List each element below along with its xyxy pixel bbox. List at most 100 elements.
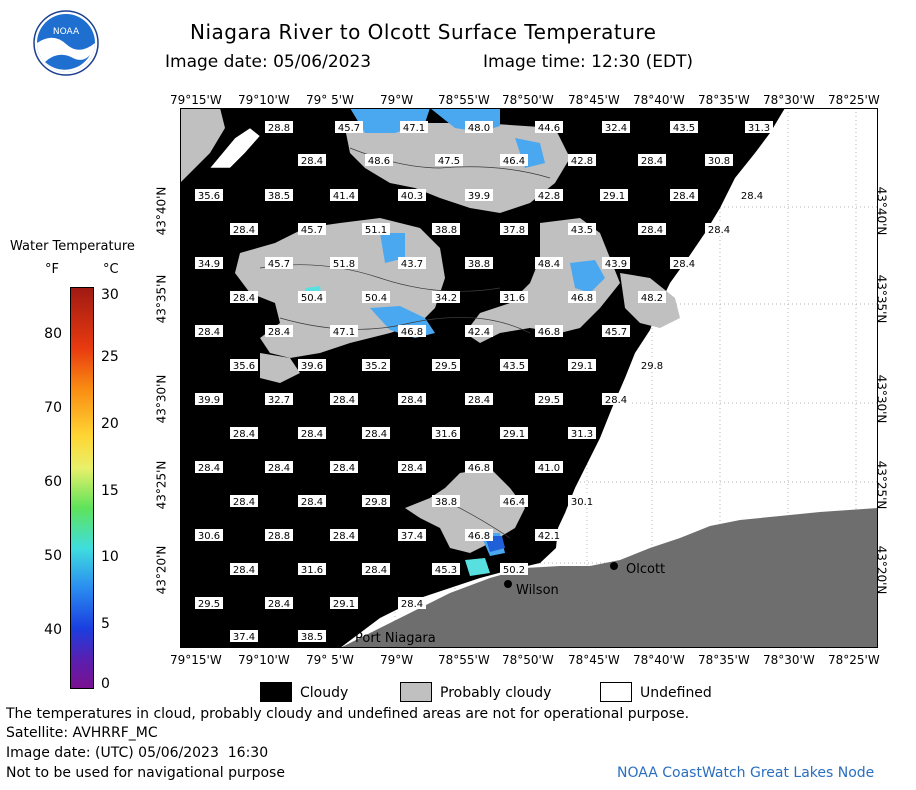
temperature-value: 45.7 bbox=[298, 223, 326, 236]
lat-tick-left: 43°25'N bbox=[154, 460, 169, 510]
temperature-value-text: 28.4 bbox=[365, 429, 387, 440]
lon-tick-top: 78°25'W bbox=[828, 93, 880, 107]
temperature-value: 30.6 bbox=[195, 529, 223, 542]
lon-tick-bottom: 79°10'W bbox=[238, 653, 290, 667]
temperature-value-text: 37.4 bbox=[233, 632, 255, 643]
lat-tick-left: 43°35'N bbox=[154, 274, 169, 324]
temperature-value: 28.4 bbox=[638, 223, 666, 236]
temperature-value-text: 42.4 bbox=[468, 327, 490, 338]
colorbar-c-tick: 0 bbox=[101, 676, 110, 692]
cyan-patch bbox=[465, 558, 490, 576]
legend-undefined-label: Undefined bbox=[640, 685, 712, 701]
lon-tick-top: 79°15'W bbox=[170, 93, 222, 107]
lon-tick-bottom: 79°W bbox=[380, 653, 414, 667]
temperature-value-text: 28.4 bbox=[268, 327, 290, 338]
colorbar-c-tick: 10 bbox=[101, 549, 119, 565]
temperature-value: 42.1 bbox=[535, 529, 563, 542]
temperature-value-text: 39.9 bbox=[198, 395, 220, 406]
temperature-value: 43.7 bbox=[398, 257, 426, 270]
temperature-value: 29.5 bbox=[535, 393, 563, 406]
temperature-value-text: 37.4 bbox=[401, 531, 423, 542]
temperature-value: 31.3 bbox=[568, 427, 596, 440]
temperature-value-text: 29.8 bbox=[365, 497, 387, 508]
temperature-value: 45.7 bbox=[265, 257, 293, 270]
temperature-value: 38.8 bbox=[465, 257, 493, 270]
temperature-value: 28.8 bbox=[265, 529, 293, 542]
colorbar-c-tick: 15 bbox=[101, 483, 119, 499]
temperature-value-text: 43.7 bbox=[401, 259, 423, 270]
temperature-value-text: 31.6 bbox=[301, 565, 323, 576]
temperature-value: 28.4 bbox=[705, 223, 733, 236]
temperature-value-text: 42.8 bbox=[538, 191, 560, 202]
temperature-value-text: 28.4 bbox=[673, 259, 695, 270]
temperature-value-text: 28.4 bbox=[641, 225, 663, 236]
lon-tick-top: 78°50'W bbox=[502, 93, 554, 107]
temperature-value: 35.6 bbox=[230, 359, 258, 372]
colorbar bbox=[70, 287, 94, 689]
temperature-value-text: 42.1 bbox=[538, 531, 560, 542]
temperature-value: 28.4 bbox=[330, 529, 358, 542]
temperature-value-text: 47.5 bbox=[438, 156, 460, 167]
temperature-value-text: 34.9 bbox=[198, 259, 220, 270]
legend-cloudy-swatch bbox=[260, 682, 292, 702]
temperature-value-text: 28.4 bbox=[233, 497, 255, 508]
temperature-value: 29.1 bbox=[330, 597, 358, 610]
temperature-value: 48.6 bbox=[365, 154, 393, 167]
colorbar-f-tick: 50 bbox=[44, 548, 62, 564]
temperature-value-text: 50.4 bbox=[365, 293, 387, 304]
temperature-value-text: 30.8 bbox=[708, 156, 730, 167]
colorbar-title: Water Temperature bbox=[10, 239, 135, 254]
colorbar-c-tick: 5 bbox=[101, 616, 110, 632]
temperature-value-text: 29.1 bbox=[333, 599, 355, 610]
temperature-value-text: 28.4 bbox=[233, 565, 255, 576]
temperature-value-text: 28.4 bbox=[198, 327, 220, 338]
lon-tick-top: 78°30'W bbox=[763, 93, 815, 107]
colorbar-f-tick: 80 bbox=[44, 326, 62, 342]
temperature-value-text: 46.8 bbox=[468, 463, 490, 474]
temperature-value: 31.3 bbox=[745, 121, 773, 134]
temperature-value: 29.1 bbox=[600, 189, 628, 202]
temperature-value: 28.4 bbox=[195, 461, 223, 474]
temperature-value: 28.4 bbox=[670, 257, 698, 270]
temperature-value-text: 28.4 bbox=[233, 293, 255, 304]
temperature-value-text: 28.4 bbox=[401, 395, 423, 406]
temperature-value-text: 31.3 bbox=[748, 123, 770, 134]
temperature-value-text: 51.1 bbox=[365, 225, 387, 236]
lon-tick-top: 79°10'W bbox=[238, 93, 290, 107]
lon-tick-top: 78°45'W bbox=[568, 93, 620, 107]
temperature-value-text: 31.6 bbox=[503, 293, 525, 304]
temperature-value: 43.5 bbox=[568, 223, 596, 236]
temperature-value-text: 28.4 bbox=[673, 191, 695, 202]
probably-cloudy-area bbox=[180, 108, 680, 553]
temperature-value: 43.5 bbox=[500, 359, 528, 372]
temperature-value: 42.8 bbox=[535, 189, 563, 202]
temperature-value: 38.5 bbox=[298, 630, 326, 643]
temperature-value-text: 32.7 bbox=[268, 395, 290, 406]
lon-tick-top: 78°35'W bbox=[698, 93, 750, 107]
lat-tick-left: 43°30'N bbox=[154, 374, 169, 424]
temperature-value-text: 35.6 bbox=[233, 361, 255, 372]
temperature-value: 48.0 bbox=[465, 121, 493, 134]
temperature-value: 46.8 bbox=[398, 325, 426, 338]
temperature-value-text: 28.4 bbox=[741, 191, 763, 202]
temperature-value-text: 28.4 bbox=[301, 156, 323, 167]
temperature-value: 28.4 bbox=[230, 223, 258, 236]
temperature-value-text: 28.4 bbox=[233, 225, 255, 236]
temperature-label-layer: 28.8 45.7 47.1 48.0 44.6 32.4 43.5 31.3 28.4 48.6… bbox=[195, 121, 773, 643]
temperature-value-text: 35.2 bbox=[365, 361, 387, 372]
lon-tick-bottom: 78°50'W bbox=[502, 653, 554, 667]
temperature-value-text: 41.4 bbox=[333, 191, 355, 202]
temperature-value-text: 50.2 bbox=[503, 565, 525, 576]
temperature-value-text: 28.4 bbox=[333, 531, 355, 542]
temperature-value: 43.9 bbox=[602, 257, 630, 270]
temperature-value: 47.1 bbox=[400, 121, 428, 134]
lon-tick-top: 78°55'W bbox=[438, 93, 490, 107]
lon-tick-bottom: 79° 5'W bbox=[306, 653, 354, 667]
temperature-value-text: 30.1 bbox=[571, 497, 593, 508]
temperature-value: 43.5 bbox=[670, 121, 698, 134]
temperature-value: 29.1 bbox=[568, 359, 596, 372]
temperature-value: 28.4 bbox=[298, 495, 326, 508]
temperature-value-text: 31.3 bbox=[571, 429, 593, 440]
temperature-value-text: 46.8 bbox=[538, 327, 560, 338]
legend-cloudy-label: Cloudy bbox=[300, 685, 349, 701]
